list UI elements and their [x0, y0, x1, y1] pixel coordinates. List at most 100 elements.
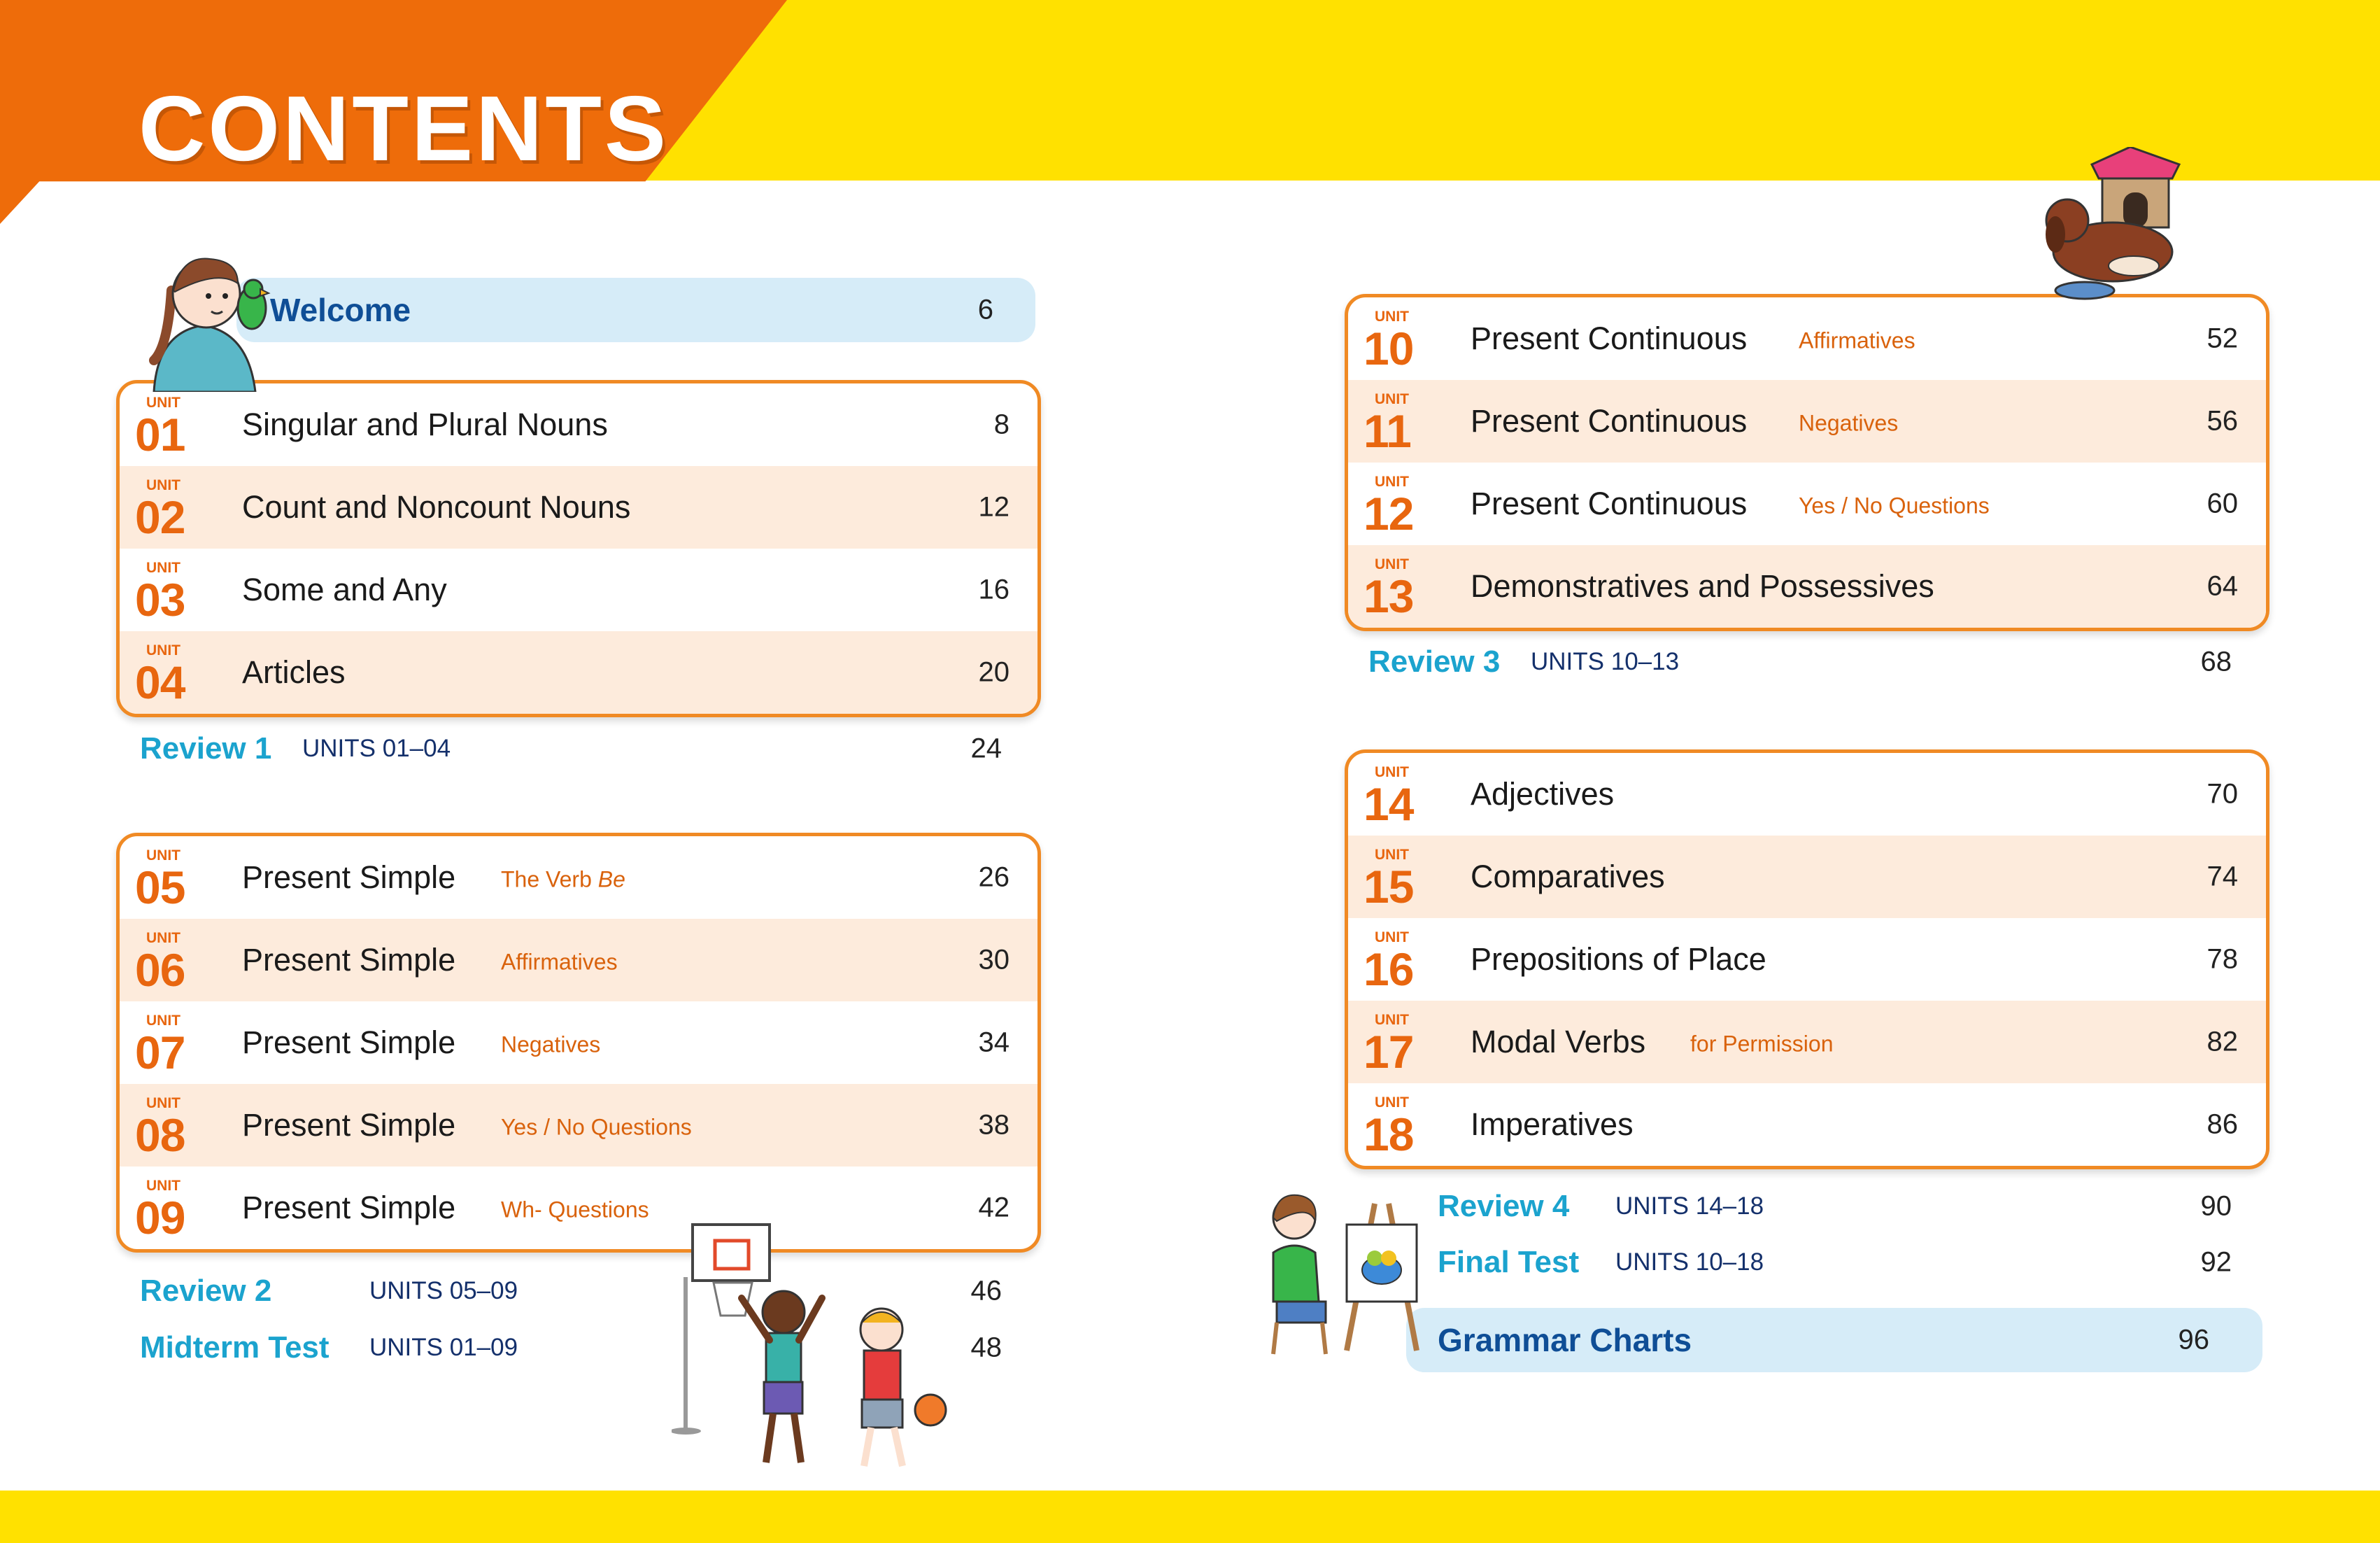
unit-number: 07: [135, 1027, 185, 1078]
unit-word: UNIT: [146, 477, 180, 493]
unit-number: 09: [135, 1192, 185, 1243]
unit-subtitle: The Verb Be: [501, 866, 625, 892]
unit-row-03[interactable]: UNIT 03 Some and Any 16: [120, 549, 1037, 631]
review-page: 90: [2200, 1190, 2232, 1222]
review-label: Midterm Test: [140, 1330, 330, 1365]
review-label: Review 4: [1438, 1189, 1570, 1223]
unit-page: 74: [2207, 861, 2239, 892]
unit-subtitle: for Permission: [1690, 1031, 1834, 1057]
unit-page: 34: [978, 1027, 1010, 1058]
unit-title: Present Simple: [242, 1107, 456, 1143]
unit-number: 01: [135, 409, 185, 460]
unit-title: Adjectives: [1471, 776, 1615, 812]
grammar-charts-entry[interactable]: Grammar Charts 96: [1406, 1308, 2262, 1372]
unit-word: UNIT: [1375, 764, 1409, 780]
unit-row-04[interactable]: UNIT 04 Articles 20: [120, 631, 1037, 714]
unit-page: 82: [2207, 1026, 2239, 1057]
welcome-label: Welcome: [270, 292, 411, 328]
review-2-entry[interactable]: Review 2 UNITS 05–09 46: [140, 1269, 1002, 1313]
review-label: Review 3: [1368, 644, 1501, 679]
basketball-kids-illustration: [672, 1223, 947, 1467]
unit-row-13[interactable]: UNIT 13 Demonstratives and Possessives 6…: [1348, 545, 2266, 628]
unit-subtitle-emphasis: Be: [597, 866, 625, 892]
unit-title: Imperatives: [1471, 1106, 1634, 1142]
review-page: 48: [970, 1332, 1003, 1363]
review-3-entry[interactable]: Review 3 UNITS 10–13 68: [1368, 640, 2232, 684]
unit-row-08[interactable]: UNIT 08 Present Simple Yes / No Question…: [120, 1084, 1037, 1167]
unit-number: 12: [1363, 488, 1414, 540]
unit-word: UNIT: [146, 1095, 180, 1111]
unit-group-2: UNIT 05 Present Simple The Verb Be 26 UN…: [116, 833, 1041, 1253]
review-page: 92: [2200, 1246, 2232, 1278]
unit-row-18[interactable]: UNIT 18 Imperatives 86: [1348, 1083, 2266, 1166]
unit-number: 06: [135, 944, 185, 996]
unit-row-17[interactable]: UNIT 17 Modal Verbs for Permission 82: [1348, 1001, 2266, 1083]
unit-page: 60: [2207, 488, 2239, 519]
welcome-page: 6: [977, 294, 993, 325]
unit-word: UNIT: [146, 642, 180, 658]
unit-row-06[interactable]: UNIT 06 Present Simple Affirmatives 30: [120, 919, 1037, 1001]
unit-subtitle: Negatives: [501, 1031, 601, 1057]
unit-row-16[interactable]: UNIT 16 Prepositions of Place 78: [1348, 918, 2266, 1001]
unit-group-3: UNIT 10 Present Continuous Affirmatives …: [1345, 294, 2269, 631]
unit-row-12[interactable]: UNIT 12 Present Continuous Yes / No Ques…: [1348, 463, 2266, 545]
unit-row-02[interactable]: UNIT 02 Count and Noncount Nouns 12: [120, 466, 1037, 549]
unit-subtitle: Yes / No Questions: [1799, 493, 1990, 519]
unit-row-05[interactable]: UNIT 05 Present Simple The Verb Be 26: [120, 836, 1037, 919]
unit-row-11[interactable]: UNIT 11 Present Continuous Negatives 56: [1348, 380, 2266, 463]
unit-word: UNIT: [146, 1178, 180, 1194]
unit-word: UNIT: [146, 395, 180, 411]
unit-subtitle: Yes / No Questions: [501, 1114, 692, 1140]
unit-number: 16: [1363, 943, 1414, 995]
unit-title: Singular and Plural Nouns: [242, 407, 608, 442]
unit-row-14[interactable]: UNIT 14 Adjectives 70: [1348, 753, 2266, 836]
girl-with-parrot-illustration: [149, 258, 271, 392]
unit-group-1: UNIT 01 Singular and Plural Nouns 8 UNIT…: [116, 380, 1041, 717]
unit-title: Present Simple: [242, 942, 456, 978]
unit-page: 86: [2207, 1108, 2239, 1140]
unit-title: Count and Noncount Nouns: [242, 489, 631, 525]
unit-page: 20: [978, 656, 1010, 688]
unit-word: UNIT: [1375, 474, 1409, 490]
unit-word: UNIT: [1375, 391, 1409, 407]
unit-number: 02: [135, 491, 185, 543]
review-units: UNITS 01–09: [369, 1334, 518, 1361]
review-label: Final Test: [1438, 1245, 1580, 1279]
unit-word: UNIT: [1375, 1094, 1409, 1111]
unit-page: 38: [978, 1109, 1010, 1141]
unit-page: 42: [978, 1192, 1010, 1223]
unit-word: UNIT: [146, 847, 180, 864]
unit-title: Present Simple: [242, 1024, 456, 1060]
unit-page: 12: [978, 491, 1010, 523]
unit-page: 8: [993, 409, 1010, 440]
unit-number: 04: [135, 656, 185, 708]
review-units: UNITS 05–09: [369, 1277, 518, 1304]
review-page: 68: [2200, 646, 2232, 677]
review-1-entry[interactable]: Review 1 UNITS 01–04 24: [140, 726, 1002, 771]
unit-row-15[interactable]: UNIT 15 Comparatives 74: [1348, 836, 2266, 918]
unit-title: Present Simple: [242, 859, 456, 895]
unit-word: UNIT: [1375, 309, 1409, 325]
unit-page: 52: [2207, 323, 2239, 354]
unit-word: UNIT: [1375, 929, 1409, 945]
unit-number: 10: [1363, 323, 1414, 374]
welcome-entry[interactable]: Welcome 6: [236, 278, 1035, 342]
review-label: Review 2: [140, 1274, 272, 1308]
unit-number: 05: [135, 861, 185, 913]
unit-word: UNIT: [146, 930, 180, 946]
unit-title: Demonstratives and Possessives: [1471, 568, 1934, 604]
painter-girl-illustration: [1271, 1194, 1419, 1355]
unit-row-10[interactable]: UNIT 10 Present Continuous Affirmatives …: [1348, 297, 2266, 380]
review-4-entry[interactable]: Review 4 UNITS 14–18 90: [1438, 1184, 2232, 1229]
unit-number: 14: [1363, 778, 1414, 830]
review-page: 24: [970, 733, 1003, 764]
midterm-test-entry[interactable]: Midterm Test UNITS 01–09 48: [140, 1325, 1002, 1370]
review-units: UNITS 01–04: [302, 735, 451, 762]
unit-subtitle: Affirmatives: [1799, 327, 1915, 353]
final-test-entry[interactable]: Final Test UNITS 10–18 92: [1438, 1240, 2232, 1285]
unit-row-07[interactable]: UNIT 07 Present Simple Negatives 34: [120, 1001, 1037, 1084]
unit-row-01[interactable]: UNIT 01 Singular and Plural Nouns 8: [120, 383, 1037, 466]
unit-title: Some and Any: [242, 572, 447, 607]
unit-subtitle: Affirmatives: [501, 949, 618, 975]
unit-row-09[interactable]: UNIT 09 Present Simple Wh- Questions 42: [120, 1167, 1037, 1249]
